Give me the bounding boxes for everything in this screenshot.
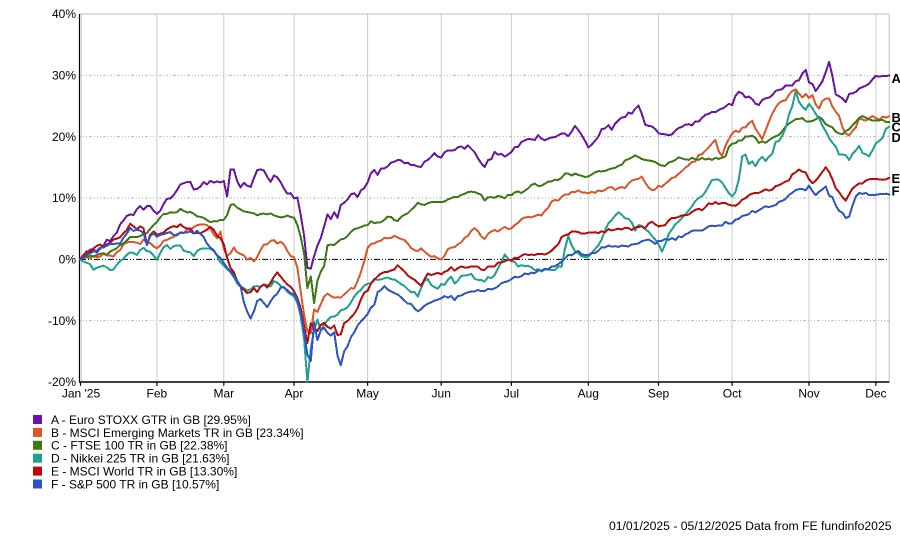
svg-text:F - S&P 500 TR in GB [10.57%]: F - S&P 500 TR in GB [10.57%]	[51, 477, 219, 491]
svg-text:E - MSCI World TR in GB [13.30: E - MSCI World TR in GB [13.30%]	[51, 465, 237, 479]
svg-text:01/01/2025 - 05/12/2025 Data f: 01/01/2025 - 05/12/2025 Data from FE fun…	[609, 519, 892, 533]
svg-text:Feb: Feb	[147, 386, 168, 400]
svg-text:D - Nikkei 225 TR in GB [21.63: D - Nikkei 225 TR in GB [21.63%]	[51, 452, 230, 466]
svg-text:A: A	[892, 71, 900, 86]
svg-text:40%: 40%	[52, 7, 76, 21]
svg-text:Dec: Dec	[865, 386, 886, 400]
svg-text:C - FTSE 100 TR in GB [22.38%]: C - FTSE 100 TR in GB [22.38%]	[51, 439, 228, 453]
svg-text:Jul: Jul	[504, 386, 519, 400]
svg-text:A - Euro STOXX GTR in GB [29.9: A - Euro STOXX GTR in GB [29.95%]	[51, 413, 251, 427]
svg-text:May: May	[356, 386, 379, 400]
svg-text:Jun: Jun	[432, 386, 451, 400]
svg-text:F: F	[892, 184, 900, 199]
svg-text:Apr: Apr	[285, 386, 304, 400]
svg-text:D: D	[892, 130, 900, 145]
svg-text:Jan '25: Jan '25	[62, 386, 101, 400]
svg-text:Oct: Oct	[723, 386, 742, 400]
svg-text:-10%: -10%	[48, 314, 76, 328]
svg-text:B - MSCI Emerging Markets TR i: B - MSCI Emerging Markets TR in GB [23.3…	[51, 426, 304, 440]
svg-text:10%: 10%	[52, 191, 76, 205]
svg-text:Mar: Mar	[213, 386, 234, 400]
svg-text:20%: 20%	[52, 130, 76, 144]
svg-text:Aug: Aug	[578, 386, 599, 400]
svg-text:30%: 30%	[52, 69, 76, 83]
svg-text:Nov: Nov	[798, 386, 819, 400]
svg-text:0%: 0%	[59, 253, 77, 267]
svg-text:Sep: Sep	[648, 386, 670, 400]
